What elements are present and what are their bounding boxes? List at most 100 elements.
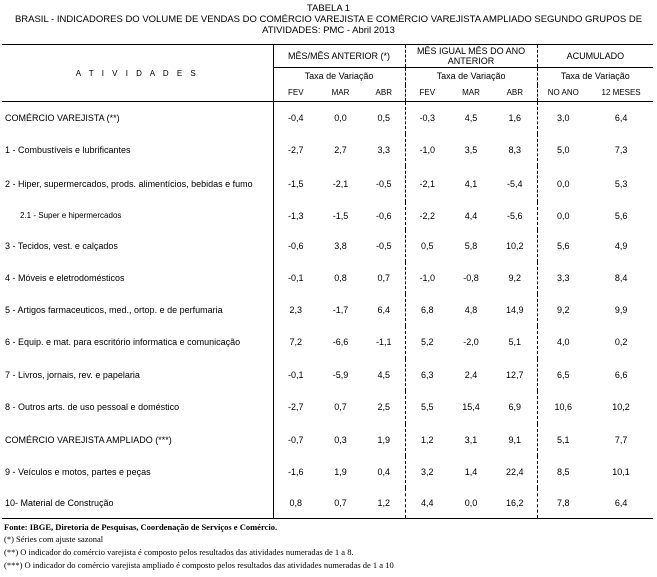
row-value: 8,5 bbox=[536, 455, 590, 488]
row-value: 0,0 bbox=[536, 165, 590, 202]
row-value: -0,4 bbox=[272, 101, 318, 134]
row-value: -0,5 bbox=[376, 178, 392, 189]
row-label: COMÉRCIO VAREJISTA (**) bbox=[5, 112, 120, 123]
row-value: 0,8 bbox=[334, 272, 347, 283]
row-value: 6,5 bbox=[536, 358, 590, 391]
row-label: 5 - Artigos farmaceuticos, med., ortop. … bbox=[5, 304, 223, 315]
row-value: -2,7 bbox=[272, 390, 318, 424]
table-title-line-2: ATIVIDADES: PMC - Abril 2013 bbox=[262, 25, 395, 36]
row-value: -2,2 bbox=[404, 201, 450, 230]
row-value: -5,6 bbox=[507, 210, 523, 221]
col-group-2-line-1: MÊS IGUAL MÊS DO ANO bbox=[416, 46, 526, 56]
row-value: 6,4 bbox=[614, 112, 628, 123]
row-value: 2,7 bbox=[334, 144, 347, 155]
row-value: 0,0 bbox=[449, 487, 494, 519]
row-value: 14,9 bbox=[506, 304, 524, 315]
row-value: 6,4 bbox=[589, 487, 654, 519]
row-value: 1,2 bbox=[363, 487, 406, 519]
footer-note-3: (***) O indicador do comércio varejista … bbox=[4, 560, 394, 570]
row-value: 0,7 bbox=[334, 402, 347, 412]
indicators-table: A T I V I D A D E S MÊS/MÊS ANTERIOR (*)… bbox=[2, 44, 654, 519]
table-row: 1 - Combustíveis e lubrificantes -2,7 2,7 3… bbox=[2, 133, 653, 166]
row-value: 6,9 bbox=[508, 402, 522, 412]
row-value: 8,3 bbox=[508, 144, 522, 155]
row-value: -0,1 bbox=[272, 261, 318, 294]
row-value: 4,0 bbox=[536, 325, 590, 359]
row-value: -0,3 bbox=[404, 101, 450, 134]
row-value: 10,6 bbox=[536, 390, 590, 424]
row-value: 9,2 bbox=[536, 293, 590, 326]
row-label: 1 - Combustíveis e lubrificantes bbox=[5, 144, 131, 155]
sub-header: 12 MESES bbox=[589, 84, 654, 102]
row-value: 3,2 bbox=[404, 455, 450, 488]
row-value: 5,2 bbox=[404, 325, 450, 359]
row-value: 4,9 bbox=[614, 240, 628, 251]
row-value: 8,4 bbox=[614, 272, 628, 283]
row-value: -2,1 bbox=[332, 178, 349, 189]
row-label: COMÉRCIO VAREJISTA AMPLIADO (***) bbox=[5, 434, 172, 445]
row-value: 0,2 bbox=[614, 337, 628, 347]
row-label: 2 - Hiper, supermercados, prods. aliment… bbox=[5, 178, 253, 189]
row-value: 4,4 bbox=[464, 210, 478, 221]
row-value: -5,4 bbox=[507, 178, 523, 189]
footer-note-2: (**) O indicador do comércio varejista é… bbox=[4, 547, 354, 557]
row-value: -2,7 bbox=[272, 133, 318, 166]
row-value: 15,4 bbox=[462, 402, 480, 412]
table-row: 10- Material de Construção 0,8 0,7 1,2 4,4 0,… bbox=[2, 487, 654, 519]
row-value: 9,2 bbox=[508, 272, 522, 283]
row-value: 7,7 bbox=[614, 434, 628, 445]
table-row: 9 - Veículos e motos, partes e peças -1,6… bbox=[2, 455, 653, 488]
table-row: 5 - Artigos farmaceuticos, med., ortop. … bbox=[2, 293, 653, 326]
table-row: COMÉRCIO VAREJISTA (**) -0,4 0,0 0,5 -0,3 4,5… bbox=[2, 101, 653, 134]
row-value: 0,0 bbox=[334, 112, 347, 123]
row-value: 0,8 bbox=[272, 487, 318, 519]
row-label: 8 - Outros arts. de uso pessoal e domést… bbox=[5, 402, 180, 412]
row-value: 1,2 bbox=[404, 423, 450, 456]
col-group-mes-anterior: MÊS/MÊS ANTERIOR (*) bbox=[272, 44, 406, 68]
row-value: 12,7 bbox=[506, 369, 524, 380]
row-label: 10- Material de Construção bbox=[2, 487, 273, 519]
row-value: 5,0 bbox=[536, 133, 590, 166]
row-value: 0,5 bbox=[377, 112, 391, 123]
table-row: COMÉRCIO VAREJISTA AMPLIADO (***) -0,7 0,3… bbox=[2, 423, 653, 456]
row-value: 0,7 bbox=[377, 272, 391, 283]
row-label: 6 - Equip. e mat. para escritório inform… bbox=[5, 337, 241, 347]
row-value: -0,6 bbox=[272, 229, 318, 262]
row-value: 9,1 bbox=[508, 434, 522, 445]
row-value: -1,7 bbox=[332, 304, 349, 315]
taxa-label-1: Taxa de Variação bbox=[272, 67, 406, 85]
row-value: -1,6 bbox=[272, 455, 318, 488]
row-value: 0,7 bbox=[318, 487, 363, 519]
row-value: 6,3 bbox=[404, 358, 450, 391]
row-label: 2.1 - Super e hipermercados bbox=[20, 211, 122, 220]
sub-header: ABR bbox=[363, 84, 406, 102]
row-label: 9 - Veículos e motos, partes e peças bbox=[5, 466, 151, 477]
row-value: 5,1 bbox=[508, 337, 522, 347]
sub-header: MAR bbox=[318, 84, 363, 102]
sub-header: FEV bbox=[404, 84, 450, 102]
row-value: 5,3 bbox=[614, 178, 628, 189]
table-number: TABELA 1 bbox=[306, 3, 351, 14]
row-value: -0,5 bbox=[376, 240, 392, 251]
row-value: 1,6 bbox=[508, 112, 522, 123]
row-value: 9,9 bbox=[614, 304, 628, 315]
row-value: 1,4 bbox=[464, 466, 478, 477]
row-value: 7,8 bbox=[536, 487, 590, 519]
row-value: 1,9 bbox=[334, 466, 347, 477]
sub-header: FEV bbox=[272, 84, 318, 102]
row-value: 3,8 bbox=[334, 240, 347, 251]
row-value: -5,9 bbox=[332, 369, 349, 380]
row-value: -1,1 bbox=[376, 337, 392, 347]
row-value: 0,4 bbox=[377, 466, 391, 477]
row-value: 4,1 bbox=[464, 178, 478, 189]
col-group-2-line-2: ANTERIOR bbox=[447, 56, 495, 66]
row-value: 5,1 bbox=[536, 423, 590, 456]
row-label: 4 - Móveis e eletrodomésticos bbox=[5, 272, 125, 283]
table-row: 4 - Móveis e eletrodomésticos -0,1 0,8 0,7 -… bbox=[2, 261, 653, 294]
row-value: 5,6 bbox=[614, 210, 628, 221]
taxa-label-2: Taxa de Variação bbox=[404, 67, 538, 85]
row-value: 1,9 bbox=[377, 434, 391, 445]
row-value: 4,5 bbox=[464, 112, 478, 123]
col-group-acumulado: ACUMULADO bbox=[536, 44, 654, 68]
row-value: 2,5 bbox=[377, 402, 391, 412]
